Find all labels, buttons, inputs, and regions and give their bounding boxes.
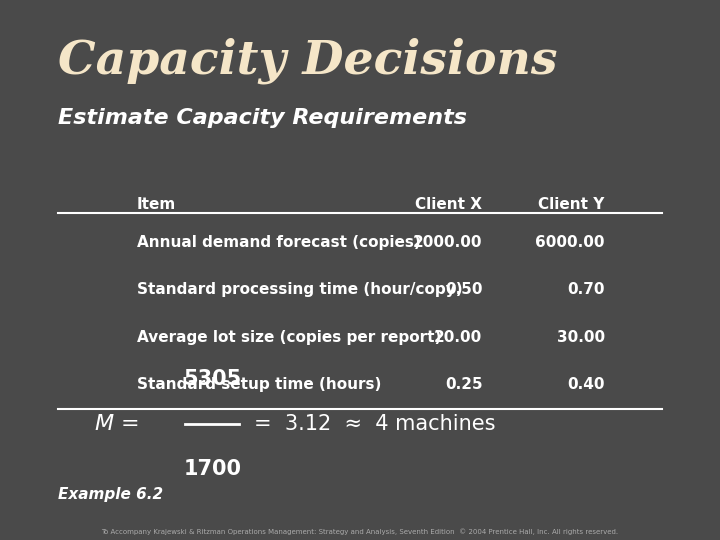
- Text: Capacity Decisions: Capacity Decisions: [58, 38, 557, 84]
- Text: Example 6.2: Example 6.2: [58, 487, 163, 502]
- Text: =  3.12  ≈  4 machines: = 3.12 ≈ 4 machines: [253, 414, 495, 434]
- Text: 5305: 5305: [184, 369, 241, 389]
- Text: $\mathit{M}$ =: $\mathit{M}$ =: [94, 414, 138, 434]
- Text: Client Y: Client Y: [539, 197, 605, 212]
- Text: Estimate Capacity Requirements: Estimate Capacity Requirements: [58, 108, 467, 128]
- Text: Item: Item: [137, 197, 176, 212]
- Text: 0.50: 0.50: [445, 282, 482, 298]
- Text: Average lot size (copies per report): Average lot size (copies per report): [137, 330, 441, 345]
- Text: 1700: 1700: [184, 459, 241, 479]
- Text: 6000.00: 6000.00: [535, 235, 605, 250]
- Text: 20.00: 20.00: [434, 330, 482, 345]
- Text: 30.00: 30.00: [557, 330, 605, 345]
- Text: 2000.00: 2000.00: [413, 235, 482, 250]
- Text: 0.25: 0.25: [445, 377, 482, 393]
- Text: To Accompany Krajewski & Ritzman Operations Management: Strategy and Analysis, S: To Accompany Krajewski & Ritzman Operati…: [102, 528, 618, 535]
- Text: Annual demand forecast (copies): Annual demand forecast (copies): [137, 235, 420, 250]
- Text: Standard setup time (hours): Standard setup time (hours): [137, 377, 381, 393]
- Text: Standard processing time (hour/copy): Standard processing time (hour/copy): [137, 282, 462, 298]
- Text: 0.70: 0.70: [567, 282, 605, 298]
- Text: 0.40: 0.40: [567, 377, 605, 393]
- Text: Client X: Client X: [415, 197, 482, 212]
